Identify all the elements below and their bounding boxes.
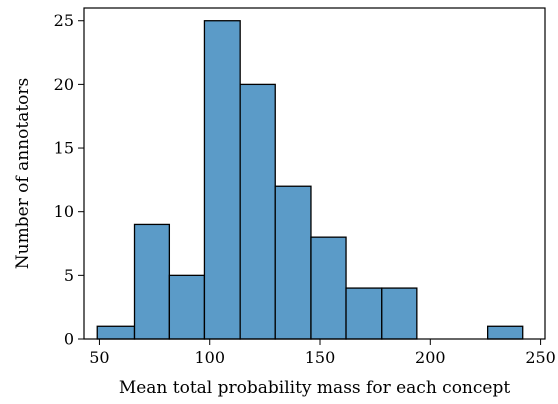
histogram-bar bbox=[239, 83, 276, 340]
y-tick-label: 20 bbox=[54, 75, 74, 94]
y-tick-label: 5 bbox=[64, 266, 74, 285]
plot-frame bbox=[83, 7, 546, 340]
histogram-bar bbox=[310, 236, 347, 340]
x-tick-label: 150 bbox=[305, 348, 336, 367]
histogram-bar bbox=[274, 185, 312, 340]
histogram-bar bbox=[381, 287, 418, 340]
x-axis-ticks: 50 100 150 200 250 bbox=[89, 339, 556, 367]
histogram-bar bbox=[133, 223, 171, 340]
histogram-bar bbox=[487, 325, 524, 340]
x-tick-label: 250 bbox=[525, 348, 556, 367]
x-tick-label: 100 bbox=[194, 348, 225, 367]
y-tick-label: 15 bbox=[54, 139, 74, 158]
x-tick-label: 200 bbox=[415, 348, 446, 367]
histogram-bar bbox=[168, 274, 206, 340]
x-tick-label: 50 bbox=[89, 348, 109, 367]
histogram-bar bbox=[96, 325, 136, 340]
y-axis-ticks: 0 5 10 15 20 25 bbox=[54, 11, 84, 349]
y-tick-label: 10 bbox=[54, 202, 74, 221]
bars-group bbox=[96, 20, 524, 340]
x-axis-label: Mean total probability mass for each con… bbox=[119, 378, 511, 398]
histogram-bar bbox=[203, 20, 241, 340]
y-tick-label: 25 bbox=[54, 11, 74, 30]
y-tick-label: 0 bbox=[64, 330, 74, 349]
y-axis-label: Number of annotators bbox=[13, 78, 33, 270]
histogram-bar bbox=[345, 287, 383, 340]
